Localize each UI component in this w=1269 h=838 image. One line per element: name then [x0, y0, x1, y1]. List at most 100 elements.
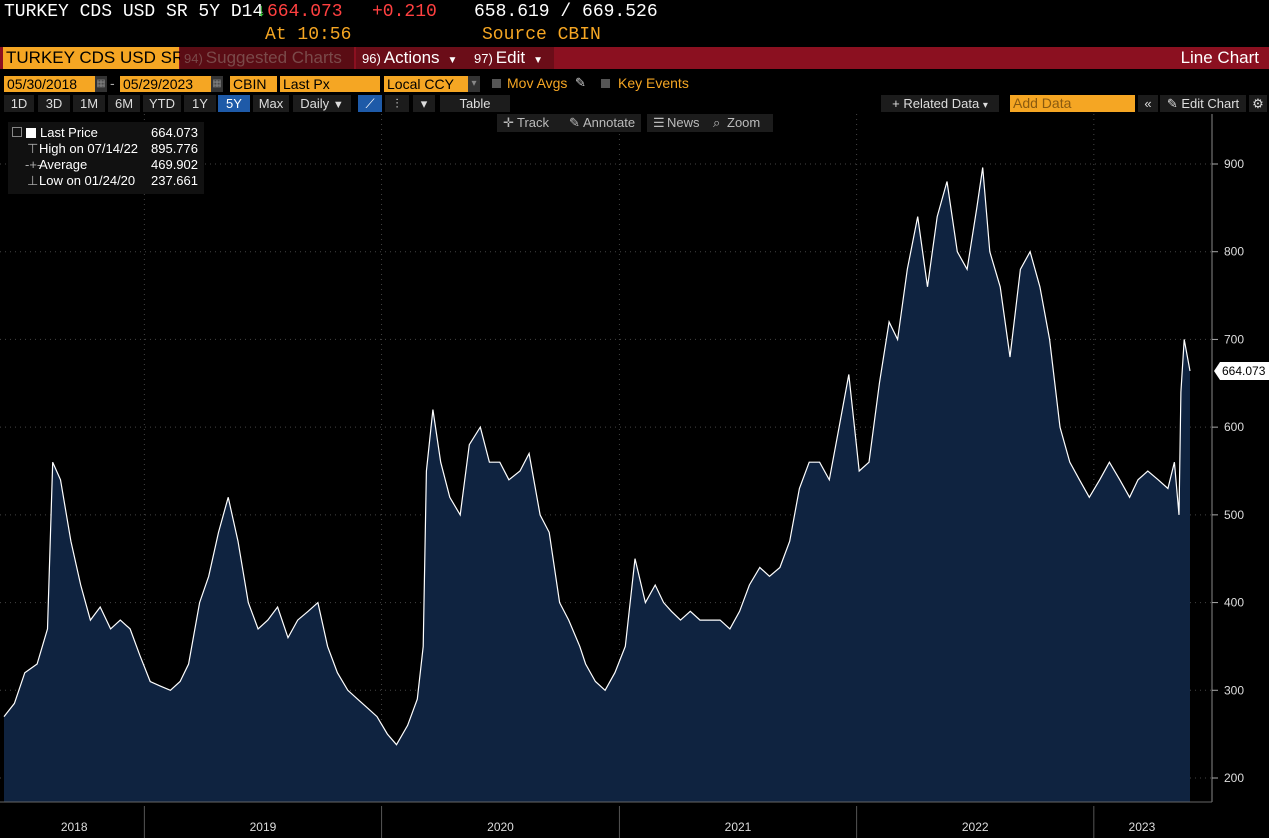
last-value-tag	[1214, 362, 1269, 381]
period-row: 1D 3D 1M 6M YTD 1Y 5Y Max Daily ▼ ⟋ ⫶ ▾ …	[0, 95, 1269, 113]
edit-menu-button[interactable]: 97) Edit ▼	[468, 47, 554, 69]
pencil-icon[interactable]: ✎	[575, 75, 586, 90]
suggested-num: 94)	[184, 51, 203, 66]
zoom-label: Zoom	[727, 115, 761, 130]
related-data-label: Related Data	[903, 96, 980, 111]
last-price: 664.073	[267, 2, 343, 22]
line-chart-icon[interactable]: ⟋	[358, 95, 382, 112]
period-max[interactable]: Max	[253, 95, 289, 112]
table-button[interactable]: Table	[440, 95, 510, 112]
price-chart[interactable]: 200 300 400 500 600 700 800 900 2018 2019 2020 202…	[0, 114, 1269, 838]
actions-menu-button[interactable]: 96) Actions ▼	[356, 47, 470, 69]
edit-chart-button[interactable]: ✎ Edit Chart	[1160, 95, 1246, 112]
x-axis-background	[0, 802, 1269, 838]
period-1d[interactable]: 1D	[4, 95, 34, 112]
period-1y[interactable]: 1Y	[184, 95, 216, 112]
legend-low-label: Low on 01/24/20	[39, 173, 136, 188]
start-date-field[interactable]: 05/30/2018	[4, 76, 95, 92]
x-tick-label: 2022	[962, 820, 989, 834]
mov-avgs-label: Mov Avgs	[507, 75, 568, 91]
x-axis-ticks: 2018 2019 2020 2021 2022 2023	[61, 806, 1156, 838]
zoom-button[interactable]: ⌕ Zoom	[707, 114, 773, 132]
quote-header: TURKEY CDS USD SR 5Y D14 ↓ 664.073 +0.21…	[0, 0, 1269, 24]
period-3d[interactable]: 3D	[38, 95, 70, 112]
suggested-charts-button[interactable]: 94) Suggested Charts	[180, 47, 354, 69]
y-tick-label: 300	[1224, 683, 1244, 697]
ticker-title: TURKEY CDS USD SR 5Y D14	[4, 2, 264, 22]
related-data-dropdown[interactable]: + Related Data ▾	[881, 95, 999, 112]
mov-avgs-checkbox[interactable]	[492, 79, 501, 88]
chart-settings-row: 05/30/2018 ▦ - 05/29/2023 ▦ CBIN Last Px…	[0, 74, 1269, 94]
series-swatch	[26, 128, 36, 138]
down-arrow-icon: ↓	[256, 2, 267, 22]
source-label: Source CBIN	[482, 25, 601, 45]
caret-down-icon: ▼	[447, 55, 458, 66]
legend-low-value: 237.661	[151, 173, 198, 188]
net-change: +0.210	[372, 2, 437, 22]
y-axis-ticks: 200 300 400 500 600 700 800 900	[1212, 157, 1244, 785]
y-tick-label: 200	[1224, 771, 1244, 785]
legend-last-label: Last Price	[40, 125, 98, 140]
chart-type-label: Line Chart	[1180, 48, 1259, 67]
y-tick-label: 600	[1224, 420, 1244, 434]
period-6m[interactable]: 6M	[108, 95, 140, 112]
period-ytd[interactable]: YTD	[143, 95, 181, 112]
track-button[interactable]: ✛ Track	[497, 114, 579, 132]
currency-field[interactable]: Local CCY	[384, 76, 469, 92]
annotate-label: Annotate	[583, 115, 636, 130]
bar-chart-icon[interactable]: ⫶	[385, 95, 409, 112]
caret-down-icon: ▼	[533, 55, 543, 66]
legend-average-row: -+- Average 469.902	[8, 157, 204, 173]
legend-high-value: 895.776	[151, 141, 198, 156]
gear-icon[interactable]: ⚙	[1249, 95, 1267, 112]
x-tick-label: 2021	[725, 820, 752, 834]
add-data-input[interactable]: Add Data	[1010, 95, 1135, 112]
suggested-label: Suggested Charts	[205, 48, 342, 67]
quote-subheader: At 10:56 Source CBIN	[0, 24, 1269, 46]
news-label: News	[667, 115, 700, 130]
key-events-label: Key Events	[618, 75, 689, 91]
pencil-icon: ✎	[569, 115, 580, 130]
security-name-field[interactable]: TURKEY CDS USD SR	[3, 47, 184, 69]
collapse-icon[interactable]: «	[1138, 95, 1158, 112]
x-tick-label: 2019	[250, 820, 277, 834]
legend-average-value: 469.902	[151, 157, 198, 172]
legend-low-row: ⊥ Low on 01/24/20 237.661	[8, 173, 204, 189]
last-value-marker: 664.073	[1214, 362, 1269, 381]
calendar-icon[interactable]: ▦	[211, 76, 223, 92]
annotate-button[interactable]: ✎ Annotate	[563, 114, 641, 132]
time-label: At 10:56	[265, 25, 352, 45]
edit-label: Edit	[495, 48, 526, 67]
caret-down-icon: ▾	[982, 100, 988, 111]
end-date-field[interactable]: 05/29/2023	[120, 76, 211, 92]
y-tick-label: 400	[1224, 596, 1244, 610]
calendar-icon[interactable]: ▦	[95, 76, 107, 92]
source-field[interactable]: CBIN	[230, 76, 277, 92]
actions-label: Actions	[383, 48, 440, 67]
edit-num: 97)	[474, 51, 493, 66]
legend-high-row: ⊤ High on 07/14/22 895.776	[8, 141, 204, 157]
price-line	[3, 167, 1191, 746]
collapse-box-icon[interactable]	[12, 127, 22, 137]
zoom-icon: ⌕	[713, 115, 721, 130]
high-marker-icon: ⊤	[27, 141, 39, 156]
chevron-down-icon[interactable]: ▾	[468, 76, 480, 92]
news-button[interactable]: ☰ News	[647, 114, 709, 132]
last-value-label: 664.073	[1222, 364, 1266, 378]
period-5y[interactable]: 5Y	[218, 95, 250, 112]
edit-chart-label: Edit Chart	[1181, 96, 1240, 111]
chevron-down-icon[interactable]: ▾	[413, 95, 435, 112]
legend-average-label: Average	[39, 157, 88, 172]
frequency-dropdown[interactable]: Daily ▼	[293, 95, 351, 112]
y-tick-label: 500	[1224, 508, 1244, 522]
period-1m[interactable]: 1M	[73, 95, 105, 112]
low-marker-icon: ⊥	[27, 173, 39, 188]
legend-high-label: High on 07/14/22	[39, 141, 139, 156]
pencil-icon: ✎	[1166, 96, 1178, 111]
news-icon: ☰	[653, 115, 665, 130]
y-tick-label: 800	[1224, 245, 1244, 259]
crosshair-icon: ✛	[503, 115, 514, 130]
key-events-checkbox[interactable]	[601, 79, 610, 88]
legend-last-row: Last Price 664.073	[8, 125, 204, 141]
field-selector[interactable]: Last Px	[280, 76, 380, 92]
